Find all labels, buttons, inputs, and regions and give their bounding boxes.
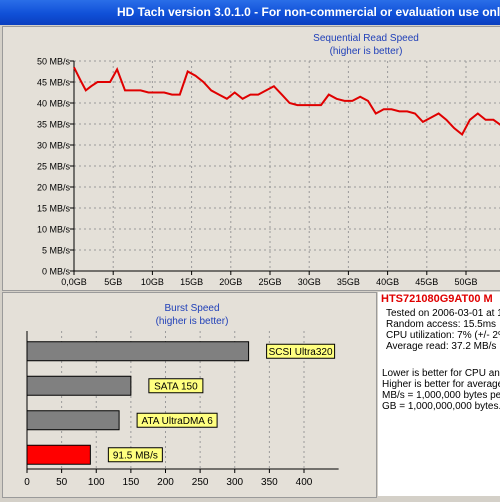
y-tick-label: 30 MB/s xyxy=(37,141,71,151)
info-test-date: Tested on 2006-03-01 at 1 xyxy=(386,308,500,319)
burst-bar xyxy=(26,375,132,396)
burst-bar-label: SCSI Ultra320 xyxy=(269,347,333,358)
burst-bar xyxy=(26,341,250,362)
burst-bar xyxy=(26,410,120,431)
burst-x-tick-label: 100 xyxy=(88,477,105,488)
x-tick-label: 10GB xyxy=(141,277,164,287)
y-tick-label: 0 MB/s xyxy=(42,267,71,277)
chart-title: Sequential Read Speed xyxy=(313,33,419,44)
burst-title: Burst Speed xyxy=(164,303,219,314)
drive-info-panel: HTS721080G9AT00 M Tested on 2006-03-01 a… xyxy=(378,292,500,496)
info-note-cpu: Lower is better for CPU and xyxy=(382,368,500,379)
drive-model: HTS721080G9AT00 M xyxy=(381,293,493,305)
y-tick-label: 45 MB/s xyxy=(37,78,71,88)
y-tick-label: 50 MB/s xyxy=(37,57,71,67)
y-tick-label: 25 MB/s xyxy=(37,162,71,172)
x-tick-label: 30GB xyxy=(298,277,321,287)
burst-x-tick-label: 300 xyxy=(226,477,243,488)
info-note-gb: GB = 1,000,000,000 bytes. xyxy=(382,401,500,412)
burst-x-tick-label: 250 xyxy=(192,477,209,488)
x-tick-label: 15GB xyxy=(180,277,203,287)
burst-bar xyxy=(26,444,91,465)
burst-subtitle: (higher is better) xyxy=(156,316,229,327)
burst-speed-chart: Burst Speed (higher is better) SCSI Ultr… xyxy=(24,303,339,488)
y-tick-label: 35 MB/s xyxy=(37,120,71,130)
x-tick-label: 50GB xyxy=(454,277,477,287)
y-tick-label: 40 MB/s xyxy=(37,99,71,109)
burst-label-box xyxy=(148,378,204,394)
x-tick-label: 45GB xyxy=(415,277,438,287)
burst-label-box xyxy=(107,447,163,463)
window-title: HD Tach version 3.0.1.0 - For non-commer… xyxy=(117,5,500,19)
info-note-average: Higher is better for average xyxy=(382,379,500,390)
burst-label-box xyxy=(266,343,336,359)
x-tick-label: 40GB xyxy=(376,277,399,287)
info-cpu-utilization: CPU utilization: 7% (+/- 2% xyxy=(386,330,500,341)
burst-x-tick-label: 150 xyxy=(123,477,140,488)
x-tick-label: 0,0GB xyxy=(61,277,87,287)
burst-x-tick-label: 350 xyxy=(261,477,278,488)
info-note-mbs: MB/s = 1,000,000 bytes pe xyxy=(382,390,500,401)
y-tick-label: 20 MB/s xyxy=(37,183,71,193)
y-tick-label: 5 MB/s xyxy=(42,246,71,256)
y-tick-label: 10 MB/s xyxy=(37,225,71,235)
sequential-read-panel: Sequential Read Speed (higher is better)… xyxy=(2,26,500,291)
read-speed-line xyxy=(73,66,500,137)
x-tick-label: 25GB xyxy=(258,277,281,287)
burst-x-tick-label: 400 xyxy=(296,477,313,488)
burst-speed-panel: Burst Speed (higher is better) SCSI Ultr… xyxy=(2,292,377,498)
burst-x-tick-label: 0 xyxy=(24,477,30,488)
chart-subtitle: (higher is better) xyxy=(330,46,403,57)
y-tick-label: 15 MB/s xyxy=(37,204,71,214)
x-tick-label: 20GB xyxy=(219,277,242,287)
info-average-read: Average read: 37.2 MB/s xyxy=(386,341,497,352)
burst-bar-label: 91.5 MB/s xyxy=(113,450,158,461)
x-tick-label: 5GB xyxy=(104,277,122,287)
x-tick-label: 35GB xyxy=(337,277,360,287)
burst-x-tick-label: 200 xyxy=(157,477,174,488)
burst-x-tick-label: 50 xyxy=(56,477,68,488)
sequential-read-chart: Sequential Read Speed (higher is better)… xyxy=(37,33,500,287)
burst-label-box xyxy=(136,412,218,428)
title-bar[interactable]: HD Tach version 3.0.1.0 - For non-commer… xyxy=(0,0,500,25)
burst-bar-label: SATA 150 xyxy=(154,381,198,392)
info-random-access: Random access: 15.5ms xyxy=(386,319,497,330)
burst-bar-label: ATA UltraDMA 6 xyxy=(141,416,213,427)
